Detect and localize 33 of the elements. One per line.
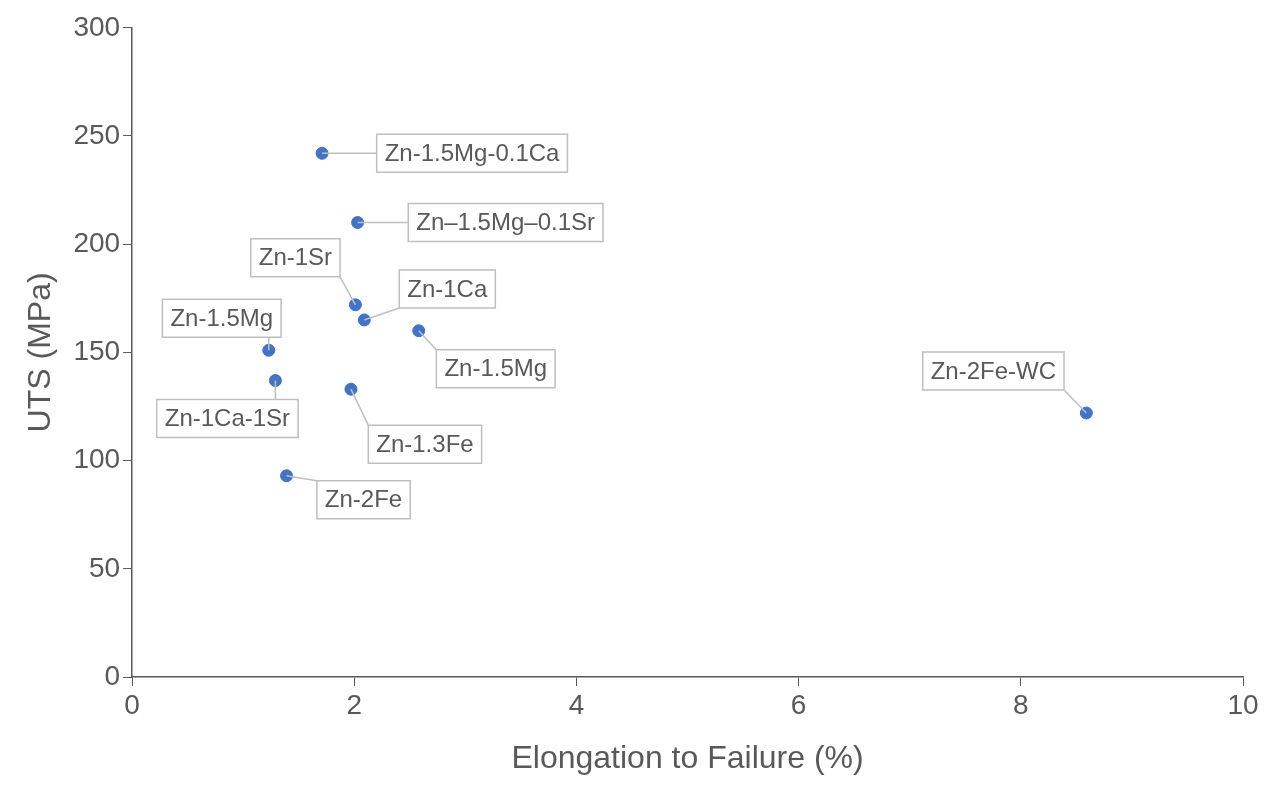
- point: [315, 146, 329, 160]
- annotation: Zn-1.5Mg: [170, 303, 274, 331]
- x-tick-label: 4: [568, 688, 585, 720]
- point: [344, 382, 358, 396]
- annotation: Zn-1.5Mg-0.1Ca: [384, 138, 561, 166]
- y-tick-label: 0: [104, 659, 121, 691]
- x-axis-title: Elongation to Failure (%): [511, 738, 864, 775]
- y-tick-label: 200: [73, 226, 121, 258]
- annotation: Zn-1.3Fe: [376, 429, 474, 457]
- y-tick-label: 150: [73, 335, 121, 367]
- y-axis-title: UTS (MPa): [21, 272, 58, 433]
- annotation: Zn-1Ca: [407, 274, 488, 302]
- point: [348, 298, 362, 312]
- x-tick-label: 10: [1227, 688, 1259, 720]
- point: [412, 324, 426, 338]
- y-tick-label: 300: [73, 10, 121, 42]
- point: [357, 313, 371, 327]
- annotation: Zn–1.5Mg–0.1Sr: [416, 208, 596, 236]
- point: [280, 469, 294, 483]
- annotation: Zn-1.5Mg: [444, 354, 548, 382]
- annotation: Zn-1Sr: [258, 243, 333, 271]
- point: [351, 216, 365, 230]
- annotation: Zn-2Fe-WC: [930, 356, 1057, 384]
- y-tick-label: 50: [88, 551, 121, 583]
- x-tick-label: 8: [1013, 688, 1029, 720]
- point: [268, 374, 282, 388]
- point: [1079, 406, 1093, 420]
- x-tick-label: 6: [790, 688, 807, 720]
- y-tick-label: 250: [73, 118, 121, 150]
- x-tick-label: 2: [346, 688, 363, 720]
- annotation: Zn-1Ca-1Sr: [164, 404, 291, 432]
- annotation: Zn-2Fe: [324, 485, 403, 513]
- y-tick-label: 100: [73, 443, 121, 475]
